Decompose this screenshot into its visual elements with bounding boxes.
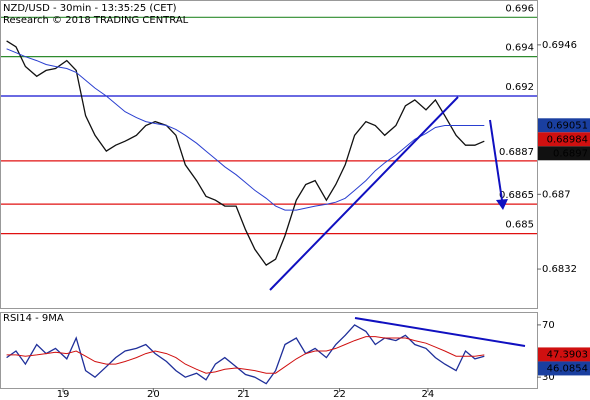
price-tag xyxy=(538,347,590,362)
plot-layer: 0.6832 0.687 0.6946 0.696 0.694 0.692 0.6887 0.… xyxy=(1,3,590,400)
price-tag xyxy=(538,118,590,133)
price-tag-label: 0.68984 xyxy=(547,134,588,145)
series-line xyxy=(6,324,485,385)
x-tick-label: 19 xyxy=(57,389,70,400)
chart-subtitle: Research © 2018 TRADING CENTRAL xyxy=(3,15,189,26)
level-label: 0.692 xyxy=(505,82,534,93)
y-tick-label: 30 xyxy=(542,372,555,383)
price-tag-label: 46.0854 xyxy=(547,363,588,374)
x-tick-label: 21 xyxy=(237,389,250,400)
price-tag xyxy=(538,146,590,161)
arrow-head xyxy=(496,199,508,210)
level-label: 0.685 xyxy=(505,220,534,231)
y-tick-label: 70 xyxy=(542,320,555,331)
rsi-title: RSI14 - 9MA xyxy=(3,313,64,324)
price-tag-label: 0.6897 xyxy=(553,148,588,159)
price-tag-label: 47.3903 xyxy=(547,349,588,360)
level-label: 0.694 xyxy=(505,43,534,54)
price-tag xyxy=(538,132,590,147)
rsi-trendline xyxy=(354,317,526,347)
chart-title: NZD/USD - 30min - 13:35:25 (CET) xyxy=(3,3,177,14)
series-line xyxy=(6,336,485,374)
price-tag xyxy=(538,361,590,376)
level-label: 0.696 xyxy=(505,3,534,14)
support-trendline xyxy=(269,96,459,291)
x-tick-label: 24 xyxy=(422,389,435,400)
y-tick-label: 0.687 xyxy=(542,189,571,200)
x-tick-label: 20 xyxy=(147,389,160,400)
level-label: 0.6865 xyxy=(499,190,534,201)
price-panel xyxy=(0,0,538,309)
x-tick-label: 22 xyxy=(333,389,346,400)
price-tag-label: 0.69051 xyxy=(547,120,588,131)
forecast-arrow xyxy=(489,119,503,201)
series-line xyxy=(6,48,485,211)
level-label: 0.6887 xyxy=(499,147,534,158)
series-line xyxy=(6,40,485,266)
y-tick-label: 0.6946 xyxy=(542,40,577,51)
y-tick-label: 0.6832 xyxy=(542,264,577,275)
rsi-panel xyxy=(0,312,538,389)
